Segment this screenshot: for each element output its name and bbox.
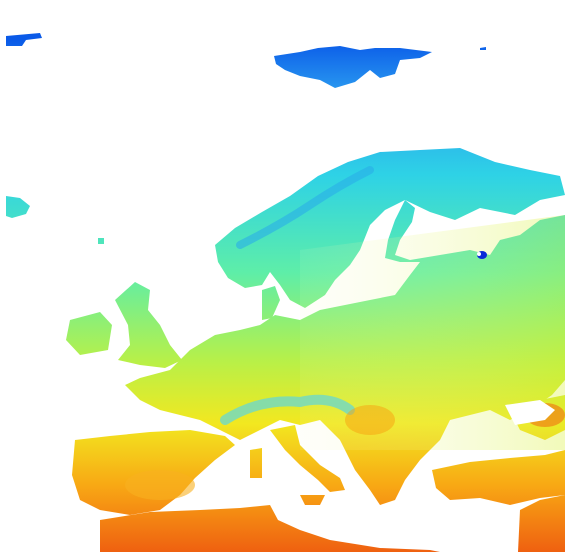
hot-hungary: [345, 405, 395, 435]
sardinia: [250, 448, 262, 478]
tint-east: [300, 215, 565, 450]
iceland: [6, 196, 30, 218]
island: [480, 47, 486, 50]
alps: [220, 394, 355, 425]
hot-spain: [125, 470, 195, 500]
svalbard: [274, 46, 432, 88]
jutland: [262, 286, 280, 320]
greenland: [6, 33, 42, 46]
lake-center: [477, 252, 481, 256]
great-britain: [115, 282, 182, 368]
anatolia: [432, 450, 565, 505]
sicily: [300, 495, 325, 505]
italy: [270, 425, 345, 492]
north-africa: [100, 505, 440, 552]
faroe: [98, 238, 104, 244]
tint: [300, 215, 565, 450]
ireland: [66, 312, 112, 355]
levant-africa: [518, 495, 565, 552]
scandes: [236, 166, 374, 249]
sea-of-azov: [505, 400, 555, 425]
balkans: [340, 440, 420, 505]
